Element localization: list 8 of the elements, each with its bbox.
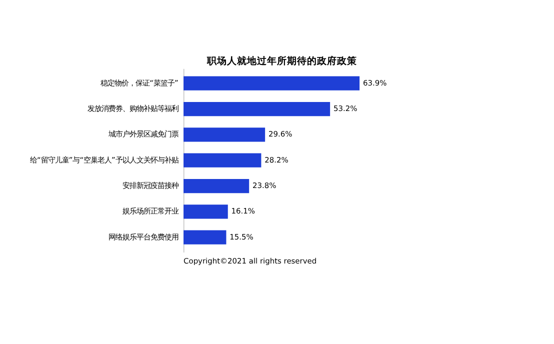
bar [184,128,266,142]
chart-title: 职场人就地过年所期待的政府政策 [206,54,358,67]
bar [184,102,330,116]
bar [184,178,250,194]
bar [184,153,262,168]
bar [184,204,228,219]
bar [184,230,226,244]
bar [184,76,360,90]
